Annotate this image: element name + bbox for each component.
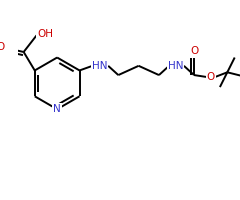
Text: O: O	[207, 72, 215, 82]
Text: N: N	[53, 104, 61, 114]
Text: HN: HN	[92, 61, 108, 71]
Text: O: O	[0, 42, 5, 52]
Text: HN: HN	[168, 61, 183, 71]
Text: O: O	[190, 46, 198, 56]
Text: OH: OH	[37, 29, 53, 39]
